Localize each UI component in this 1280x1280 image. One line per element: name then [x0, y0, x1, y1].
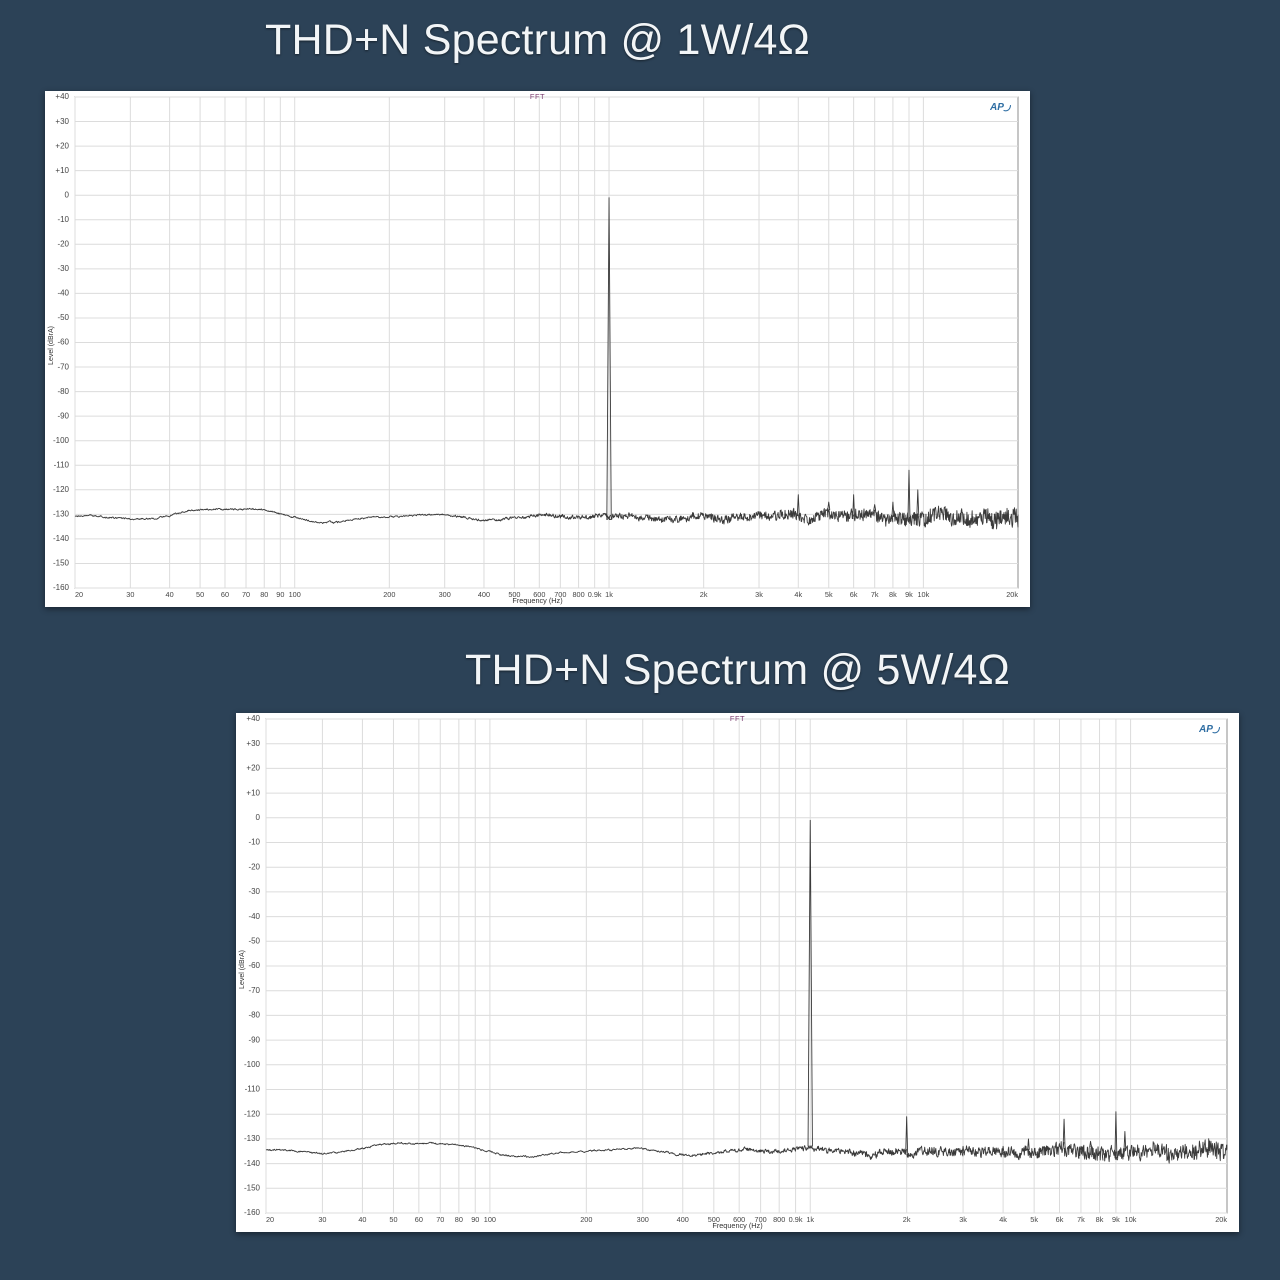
svg-text:-70: -70 [248, 986, 260, 995]
svg-text:-100: -100 [244, 1060, 261, 1069]
svg-text:0: 0 [65, 190, 70, 199]
svg-text:-10: -10 [248, 838, 260, 847]
svg-text:+30: +30 [55, 117, 69, 126]
svg-text:-110: -110 [54, 460, 70, 469]
svg-text:-50: -50 [248, 937, 260, 946]
svg-text:-150: -150 [244, 1184, 261, 1193]
svg-text:-30: -30 [248, 887, 260, 896]
svg-text:-60: -60 [248, 961, 260, 970]
svg-text:-120: -120 [244, 1109, 261, 1118]
svg-text:-20: -20 [57, 240, 69, 249]
svg-text:-30: -30 [57, 264, 69, 273]
svg-text:-90: -90 [57, 411, 69, 420]
svg-text:-130: -130 [244, 1134, 261, 1143]
svg-text:-60: -60 [57, 338, 69, 347]
svg-text:-130: -130 [53, 510, 70, 519]
svg-text:+20: +20 [246, 764, 260, 773]
svg-text:-40: -40 [57, 289, 69, 298]
svg-text:-90: -90 [248, 1035, 260, 1044]
svg-text:0: 0 [256, 813, 261, 822]
svg-text:-70: -70 [57, 362, 69, 371]
svg-text:-140: -140 [244, 1159, 261, 1168]
svg-text:-100: -100 [53, 436, 70, 445]
svg-text:-150: -150 [53, 559, 70, 568]
svg-text:+10: +10 [246, 788, 260, 797]
svg-text:AP: AP [990, 102, 1004, 112]
svg-text:-10: -10 [57, 215, 69, 224]
svg-text:-110: -110 [245, 1085, 261, 1094]
svg-text:-140: -140 [53, 534, 70, 543]
svg-text:-160: -160 [244, 1208, 261, 1217]
svg-text:+30: +30 [246, 739, 260, 748]
svg-text:-80: -80 [248, 1011, 260, 1020]
svg-text:+20: +20 [55, 141, 69, 150]
svg-text:-80: -80 [57, 387, 69, 396]
svg-text:-40: -40 [248, 912, 260, 921]
svg-text:-120: -120 [53, 485, 70, 494]
svg-text:-50: -50 [57, 313, 69, 322]
svg-text:AP: AP [1199, 724, 1213, 734]
svg-text:+10: +10 [55, 166, 69, 175]
svg-text:-160: -160 [53, 583, 70, 592]
svg-text:-20: -20 [248, 862, 260, 871]
